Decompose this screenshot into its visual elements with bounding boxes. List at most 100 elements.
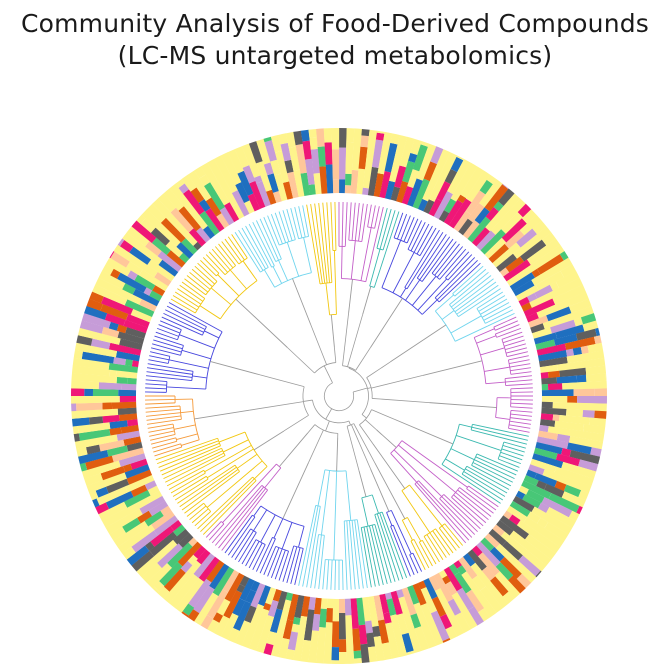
tree-branch	[439, 498, 476, 535]
tree-branch	[354, 519, 364, 589]
tree-branch	[317, 469, 326, 506]
ring-bar-segment	[527, 238, 561, 265]
ring-bar-segment	[533, 332, 558, 345]
tree-branch	[419, 227, 437, 256]
ring-bar-segment	[420, 587, 438, 614]
ring-bar-segment	[125, 359, 133, 367]
ring-bar-segment	[569, 449, 601, 465]
tree-branch	[253, 505, 262, 517]
tree-branch	[484, 366, 510, 372]
ring-bar-segment	[119, 338, 143, 351]
ring-bar-segment	[339, 128, 347, 148]
ring-bar-segment	[116, 430, 141, 441]
ring-bar-segment	[204, 182, 226, 211]
ring-bar-segment	[575, 328, 597, 341]
tree-branch	[485, 309, 513, 324]
tree-branch	[510, 417, 532, 421]
tree-branch	[259, 218, 279, 261]
tree-branch	[439, 248, 467, 280]
ring-bar-segment	[479, 179, 494, 195]
tree-branch	[400, 215, 411, 241]
tree-branch	[263, 269, 276, 288]
tree-branch	[449, 271, 489, 305]
tree-branch	[170, 298, 196, 314]
tree-branch	[455, 492, 489, 521]
ring-bar-segment	[371, 139, 384, 168]
tree-branch	[314, 203, 326, 284]
tree-branch	[184, 278, 206, 296]
ring-bar-segment	[423, 161, 438, 182]
ring-bar-segment	[422, 149, 451, 202]
tree-branch	[218, 488, 267, 549]
tree-branch	[227, 516, 256, 556]
ring-bar-segment	[81, 351, 115, 364]
tree-branch	[208, 251, 228, 273]
ring-bar-segment	[561, 461, 597, 479]
tree-branch	[306, 204, 321, 284]
tree-branch	[272, 266, 283, 284]
ring-bar-segment	[180, 560, 193, 573]
tree-branch	[382, 210, 396, 251]
ring-bar-segment	[500, 531, 547, 572]
tree-branch	[417, 278, 447, 311]
ring-bar-segment	[308, 128, 317, 138]
tree-branch	[154, 446, 182, 457]
tree-branch	[363, 526, 376, 587]
ring-bar-segment	[269, 608, 283, 634]
tree-branch	[441, 464, 478, 489]
ring-bar-segment	[147, 490, 163, 503]
ring-bar-segment	[457, 194, 467, 204]
ring-bar-segment	[552, 284, 586, 305]
ring-bar-segment	[536, 480, 547, 490]
ring-bar-segment	[433, 572, 454, 602]
tree-branch	[282, 462, 309, 519]
ring-bar-segment	[92, 498, 100, 508]
tree-branch	[147, 423, 174, 429]
ring-bar-segment	[235, 182, 250, 203]
ring-bar-segment	[109, 526, 126, 541]
ring-bar-segment	[430, 146, 444, 165]
tree-branch	[367, 204, 372, 228]
tree-branch	[163, 312, 204, 333]
ring-bar-segment	[98, 382, 122, 390]
ring-bar-segment	[518, 555, 541, 577]
ring-bar-segment	[224, 572, 245, 602]
ring-bar-segment	[165, 240, 184, 258]
ring-bar-segment	[547, 383, 563, 391]
ring-bar-segment	[115, 350, 141, 362]
tree-branch	[353, 423, 376, 464]
tree-branch	[371, 494, 379, 514]
ring-bar-segment	[308, 630, 319, 664]
ring-bar-segment	[207, 158, 238, 207]
ring-bar-segment	[541, 407, 567, 416]
ring-bar-segment	[146, 203, 166, 223]
ring-bar-segment	[187, 609, 200, 622]
ring-bar-segment	[331, 149, 340, 180]
ring-bar-segment	[147, 485, 160, 496]
tree-branch	[454, 268, 487, 297]
ring-bar-segment	[471, 227, 491, 247]
ring-bar-segment	[559, 367, 587, 378]
ring-bar-segment	[308, 184, 316, 196]
ring-bar-segment	[190, 187, 205, 203]
tree-branch	[152, 440, 177, 449]
tree-branch	[351, 424, 371, 470]
tree-branch	[150, 433, 176, 441]
ring-bar-segment	[262, 602, 272, 611]
ring-bar-segment	[431, 596, 447, 618]
ring-bar-segment	[585, 365, 607, 375]
ring-bar-segment	[465, 170, 491, 203]
tree-branch	[194, 265, 215, 285]
ring-bar-segment	[373, 635, 385, 662]
ring-bar-segment	[194, 166, 206, 179]
tree-branch	[390, 453, 418, 483]
tree-branch	[145, 379, 167, 382]
ring-bar-segment	[525, 312, 539, 323]
tree-branch	[200, 259, 217, 277]
ring-bar-segment	[234, 146, 250, 168]
ring-bar-segment	[302, 140, 312, 160]
tree-branch	[286, 209, 296, 240]
ring-bar-segment	[585, 373, 607, 382]
tree-branch	[298, 526, 305, 548]
